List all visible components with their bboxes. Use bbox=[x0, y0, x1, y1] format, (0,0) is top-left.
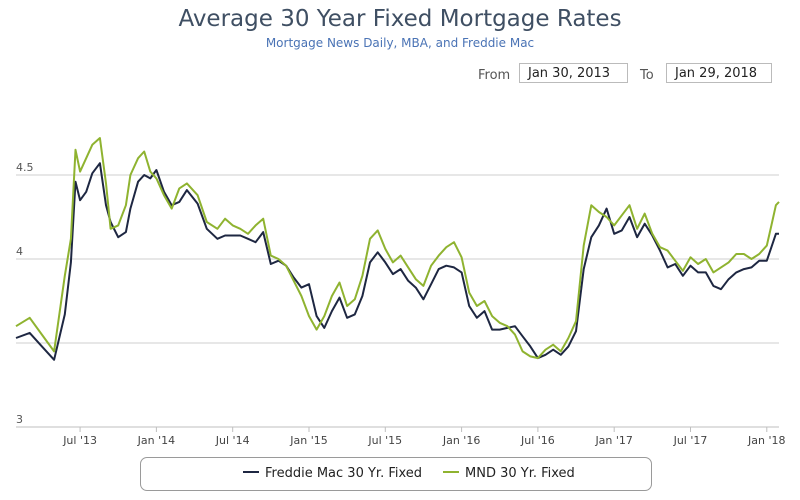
chart-legend: Freddie Mac 30 Yr. Fixed MND 30 Yr. Fixe… bbox=[140, 457, 652, 491]
legend-swatch-mnd bbox=[443, 470, 459, 473]
x-tick-label: Jan '16 bbox=[442, 434, 480, 447]
legend-item-mnd[interactable]: MND 30 Yr. Fixed bbox=[443, 466, 575, 481]
series-line-freddie bbox=[15, 162, 779, 361]
legend-swatch-freddie bbox=[243, 470, 259, 473]
legend-item-freddie[interactable]: Freddie Mac 30 Yr. Fixed bbox=[243, 466, 422, 481]
y-tick-label: 4 bbox=[16, 245, 23, 258]
range-from-input[interactable]: Jan 30, 2013 bbox=[519, 63, 628, 83]
chart-subtitle: Mortgage News Daily, MBA, and Freddie Ma… bbox=[265, 36, 535, 50]
x-tick-label: Jan '15 bbox=[289, 434, 327, 447]
chart-title: Average 30 Year Fixed Mortgage Rates bbox=[178, 6, 622, 32]
x-tick-label: Jul '17 bbox=[673, 434, 708, 447]
y-tick-label: 4.5 bbox=[16, 161, 34, 174]
series-line-mnd bbox=[15, 137, 780, 360]
x-tick-label: Jul '16 bbox=[520, 434, 555, 447]
legend-label-mnd: MND 30 Yr. Fixed bbox=[465, 466, 575, 481]
y-tick-label: 3 bbox=[16, 413, 23, 426]
range-to-label: To bbox=[640, 68, 654, 83]
x-tick-label: Jan '14 bbox=[137, 434, 175, 447]
x-tick-label: Jul '15 bbox=[367, 434, 402, 447]
range-to-input[interactable]: Jan 29, 2018 bbox=[666, 63, 772, 83]
x-tick-label: Jul '14 bbox=[215, 434, 250, 447]
range-from-label: From bbox=[478, 68, 511, 83]
legend-label-freddie: Freddie Mac 30 Yr. Fixed bbox=[265, 466, 423, 481]
x-tick-label: Jan '17 bbox=[594, 434, 632, 447]
x-tick-label: Jul '13 bbox=[62, 434, 97, 447]
x-tick-label: Jan '18 bbox=[747, 434, 785, 447]
